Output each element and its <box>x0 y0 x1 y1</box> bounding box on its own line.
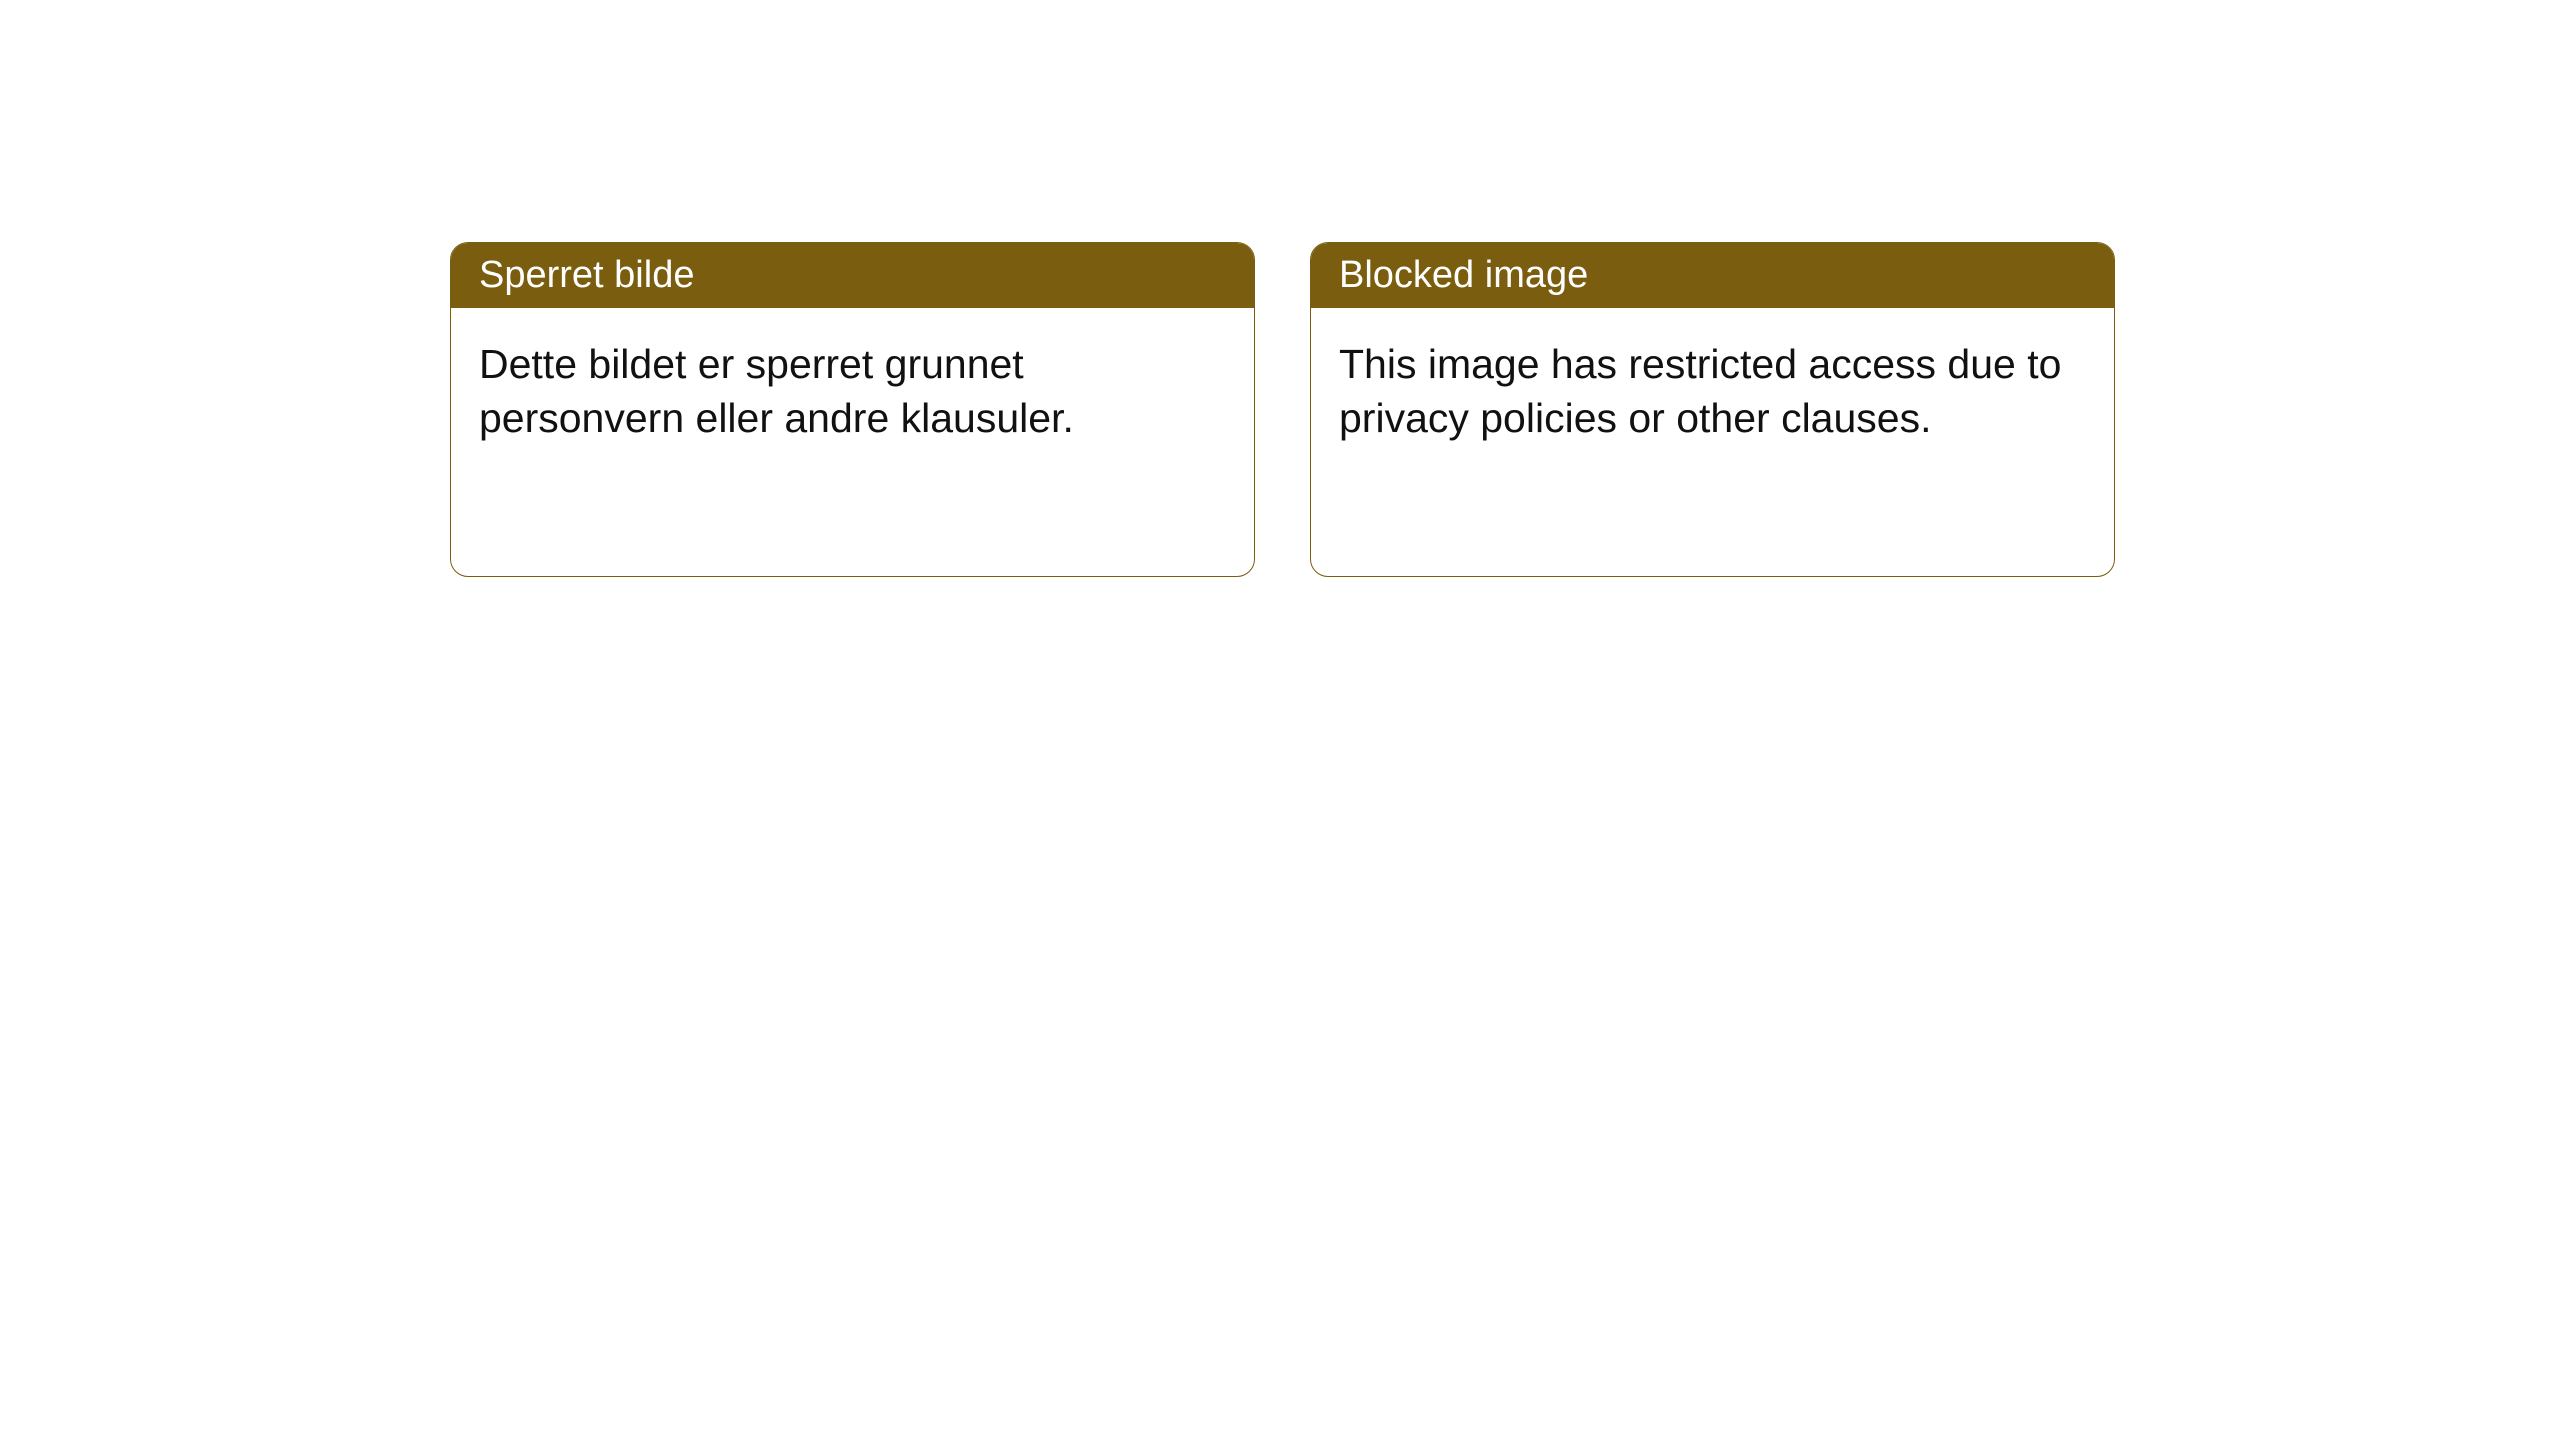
card-header-english: Blocked image <box>1311 243 2114 308</box>
card-english: Blocked image This image has restricted … <box>1310 242 2115 577</box>
card-norwegian: Sperret bilde Dette bildet er sperret gr… <box>450 242 1255 577</box>
card-header-norwegian: Sperret bilde <box>451 243 1254 308</box>
cards-container: Sperret bilde Dette bildet er sperret gr… <box>450 242 2560 577</box>
card-body-norwegian: Dette bildet er sperret grunnet personve… <box>451 308 1254 475</box>
card-body-english: This image has restricted access due to … <box>1311 308 2114 475</box>
